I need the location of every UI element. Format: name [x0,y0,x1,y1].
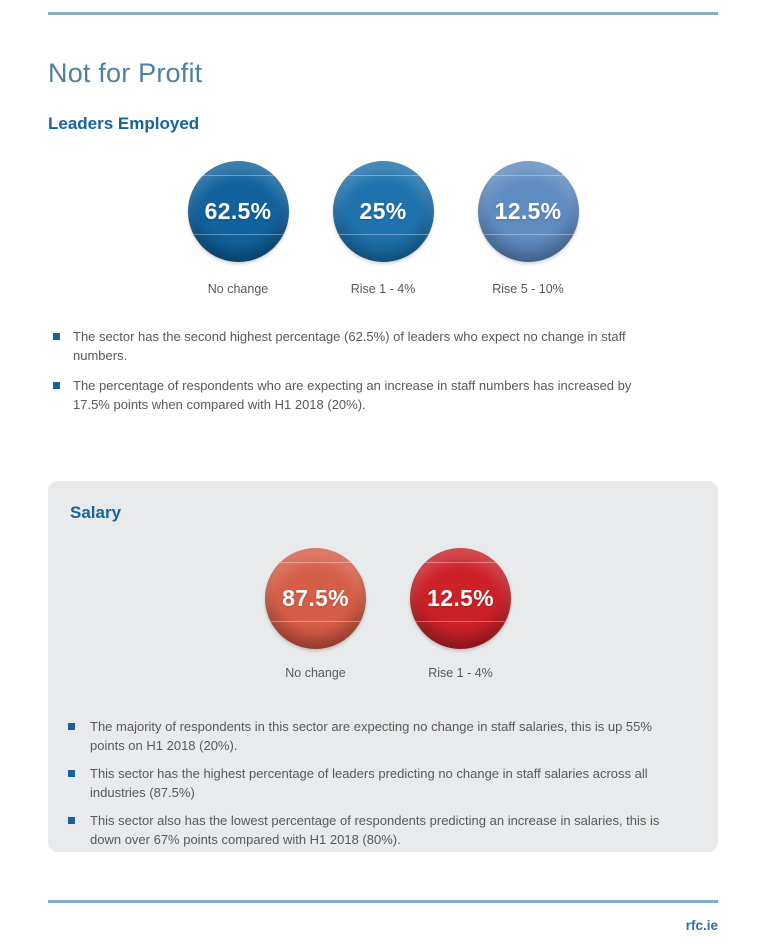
percentage-circle-rise-5-10: 12.5% [477,161,579,262]
section-heading-leaders-employed: Leaders Employed [48,114,200,133]
bottom-divider [48,900,718,903]
percentage-value: 62.5% [204,198,272,224]
stat-circle-group: 62.5% No change [187,161,289,296]
bullet-square-icon [68,817,75,824]
bullet-item: This sector has the highest percentage o… [68,765,693,802]
bullet-text: This sector also has the lowest percenta… [90,813,660,847]
bullet-text: The percentage of respondents who are ex… [73,378,632,412]
leaders-employed-bullets: The sector has the second highest percen… [53,328,653,414]
bullet-text: The majority of respondents in this sect… [90,719,652,753]
circle-label: Rise 1 - 4% [350,282,416,296]
bullet-text: The sector has the second highest percen… [73,329,626,363]
stat-circle-group: 12.5% Rise 1 - 4% [410,548,511,680]
bullet-square-icon [53,382,60,389]
top-divider [48,12,718,15]
circle-label: No change [285,666,346,680]
percentage-circle-rise-1-4: 25% [332,161,434,262]
percentage-circle-rise-1-4: 12.5% [410,548,511,649]
footer-link-rfc[interactable]: rfc.ie [685,918,718,933]
section-heading-salary: Salary [70,503,122,522]
bullet-item: The majority of respondents in this sect… [68,718,693,755]
salary-section-card: Salary 87.5% No change 12.5% Rise 1 - 4%… [48,481,718,852]
bullet-item: The percentage of respondents who are ex… [53,377,653,414]
stat-circle-group: 87.5% No change [265,548,366,680]
leaders-employed-circles: 62.5% No change 25% Rise 1 - 4% 12.5% Ri… [48,161,718,296]
stat-circle-group: 25% Rise 1 - 4% [332,161,434,296]
stat-circle-group: 12.5% Rise 5 - 10% [477,161,579,296]
circle-label: Rise 5 - 10% [492,282,564,296]
bullet-square-icon [53,333,60,340]
bullet-square-icon [68,770,75,777]
percentage-value: 25% [359,198,407,224]
circle-label: Rise 1 - 4% [428,666,493,680]
percentage-circle-no-change: 87.5% [265,548,366,649]
page-title: Not for Profit [48,58,203,88]
percentage-circle-no-change: 62.5% [187,161,289,262]
bullet-item: This sector also has the lowest percenta… [68,812,693,849]
salary-circles: 87.5% No change 12.5% Rise 1 - 4% [48,548,718,680]
percentage-value: 12.5% [494,198,562,224]
salary-bullets: The majority of respondents in this sect… [68,718,693,849]
circle-label: No change [207,282,269,296]
percentage-value: 87.5% [282,585,349,611]
percentage-value: 12.5% [427,585,494,611]
bullet-square-icon [68,723,75,730]
bullet-text: This sector has the highest percentage o… [90,766,648,800]
bullet-item: The sector has the second highest percen… [53,328,653,365]
